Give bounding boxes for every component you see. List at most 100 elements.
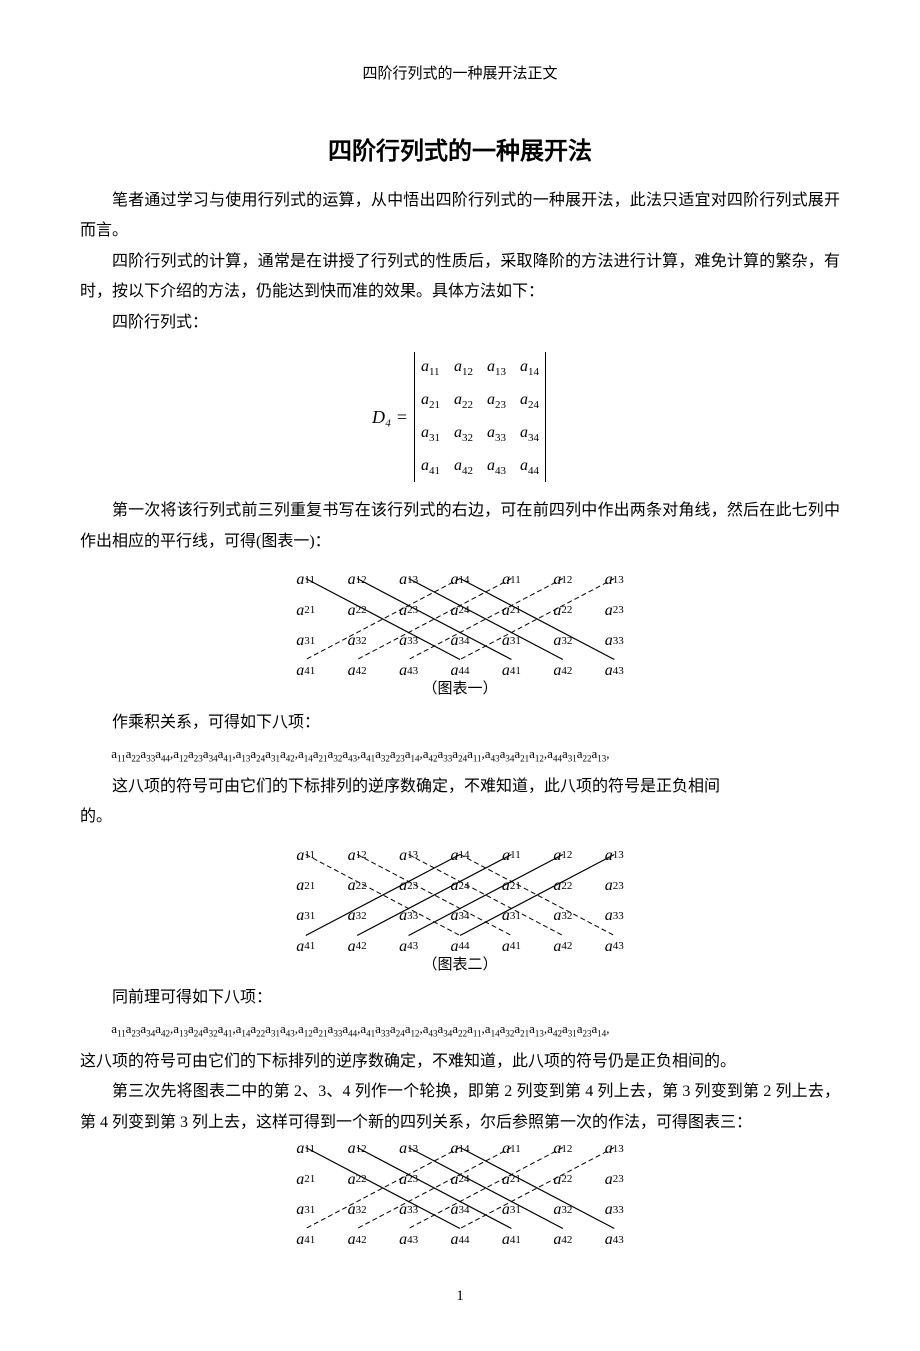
diagram-cell: a24 <box>434 1165 485 1195</box>
diagram-cell: a11 <box>280 565 331 595</box>
diagram-cell: a34 <box>434 901 485 931</box>
det-cell: a23 <box>487 385 506 416</box>
diagram-cell: a44 <box>434 932 485 962</box>
diagram-cell: a32 <box>331 1195 382 1225</box>
diagram-cell: a24 <box>434 596 485 626</box>
diagram-cell: a22 <box>331 871 382 901</box>
det-cell: a31 <box>421 418 440 449</box>
diagram-cell: a23 <box>383 1165 434 1195</box>
diagram-cell: a43 <box>383 932 434 962</box>
diagram-cell: a44 <box>434 656 485 686</box>
paragraph-5: 作乘积关系，可得如下八项： <box>80 708 840 738</box>
det-cell: a41 <box>421 451 440 482</box>
det-cell: a43 <box>487 451 506 482</box>
diagram-cell: a11 <box>486 1134 537 1164</box>
det-cell: a21 <box>421 385 440 416</box>
det-grid: a11a12a13a14a21a22a23a24a31a32a33a34a41a… <box>417 350 543 484</box>
diagram-cell: a43 <box>383 656 434 686</box>
diagram-cell: a21 <box>280 596 331 626</box>
diagram-cell: a42 <box>537 932 588 962</box>
det-cell: a24 <box>520 385 539 416</box>
diagram-cell: a33 <box>589 901 640 931</box>
paragraph-9: 第三次先将图表二中的第 2、3、4 列作一个轮换，即第 2 列变到第 4 列上去… <box>80 1077 840 1138</box>
diagram-cell: a22 <box>331 596 382 626</box>
diagram-cell: a13 <box>589 565 640 595</box>
diagram-cell: a13 <box>589 841 640 871</box>
determinant-d4: D₄ = a11a12a13a14a21a22a23a24a31a32a33a3… <box>80 350 840 484</box>
det-cell: a14 <box>520 352 539 383</box>
det-cell: a22 <box>454 385 473 416</box>
diagram-cell: a42 <box>331 656 382 686</box>
diagram-cell: a31 <box>486 626 537 656</box>
diagram-cell: a41 <box>280 1225 331 1255</box>
diagram-cell: a23 <box>589 871 640 901</box>
diagram-cell: a12 <box>537 841 588 871</box>
diagram-cell: a42 <box>331 1225 382 1255</box>
diagram-cell: a11 <box>280 841 331 871</box>
diagram-2: a11a12a13a14a11a12a13a21a22a23a24a21a22a… <box>80 841 840 980</box>
paragraph-7: 同前理可得如下八项： <box>80 983 840 1013</box>
diagram-cell: a33 <box>383 901 434 931</box>
det-cell: a32 <box>454 418 473 449</box>
diagram-cell: a43 <box>383 1225 434 1255</box>
diagram-cell: a24 <box>434 871 485 901</box>
diagram-cell: a14 <box>434 565 485 595</box>
diagram-cell: a31 <box>280 901 331 931</box>
det-right-bar <box>545 352 546 482</box>
diagram-cell: a31 <box>280 626 331 656</box>
det-cell: a42 <box>454 451 473 482</box>
diagram-cell: a41 <box>280 656 331 686</box>
diagram-cell: a11 <box>486 841 537 871</box>
diagram-cell: a32 <box>331 626 382 656</box>
diagram-cell: a32 <box>537 626 588 656</box>
diagram-cell: a14 <box>434 1134 485 1164</box>
diagram-cell: a31 <box>486 1195 537 1225</box>
terms-line-2: a11a23a34a42,a13a24a32a41,a14a22a31a43,a… <box>80 1017 840 1043</box>
diagram-cell: a13 <box>383 1134 434 1164</box>
diagram-cell: a33 <box>589 626 640 656</box>
paragraph-1: 笔者通过学习与使用行列式的运算，从中悟出四阶行列式的一种展开法，此法只适宜对四阶… <box>80 186 840 247</box>
running-header: 四阶行列式的一种展开法正文 <box>80 60 840 89</box>
paragraph-2: 四阶行列式的计算，通常是在讲授了行列式的性质后，采取降阶的方法进行计算，难免计算… <box>80 247 840 308</box>
diagram-cell: a41 <box>486 1225 537 1255</box>
paragraph-8: 这八项的符号可由它们的下标排列的逆序数确定，不难知道，此八项的符号仍是正负相间的… <box>80 1047 840 1077</box>
det-cell: a13 <box>487 352 506 383</box>
det-label: D₄ = <box>372 400 408 434</box>
paragraph-6a: 这八项的符号可由它们的下标排列的逆序数确定，不难知道，此八项的符号是正负相间 <box>80 772 840 802</box>
paragraph-3: 四阶行列式： <box>80 308 840 338</box>
diagram-1: a11a12a13a14a11a12a13a21a22a23a24a21a22a… <box>80 565 840 704</box>
diagram-cell: a12 <box>537 1134 588 1164</box>
diagram-cell: a41 <box>486 932 537 962</box>
diagram-cell: a41 <box>280 932 331 962</box>
diagram-cell: a33 <box>589 1195 640 1225</box>
diagram-cell: a33 <box>383 1195 434 1225</box>
diagram-cell: a21 <box>486 1165 537 1195</box>
diagram-cell: a12 <box>331 841 382 871</box>
diagram-cell: a22 <box>331 1165 382 1195</box>
diagram-cell: a42 <box>537 1225 588 1255</box>
diagram-cell: a23 <box>383 871 434 901</box>
diagram-1-grid: a11a12a13a14a11a12a13a21a22a23a24a21a22a… <box>280 565 640 673</box>
diagram-cell: a32 <box>537 901 588 931</box>
diagram-cell: a34 <box>434 1195 485 1225</box>
diagram-cell: a42 <box>537 656 588 686</box>
diagram-cell: a34 <box>434 626 485 656</box>
diagram-cell: a31 <box>280 1195 331 1225</box>
det-cell: a34 <box>520 418 539 449</box>
diagram-cell: a13 <box>383 841 434 871</box>
det-cell: a12 <box>454 352 473 383</box>
diagram-2-grid: a11a12a13a14a11a12a13a21a22a23a24a21a22a… <box>280 841 640 949</box>
diagram-cell: a32 <box>537 1195 588 1225</box>
diagram-cell: a13 <box>383 565 434 595</box>
title: 四阶行列式的一种展开法 <box>80 129 840 175</box>
diagram-cell: a22 <box>537 596 588 626</box>
page-number: 1 <box>80 1282 840 1311</box>
diagram-cell: a11 <box>486 565 537 595</box>
diagram-cell: a11 <box>280 1134 331 1164</box>
diagram-3: a11a12a13a14a11a12a13a21a22a23a24a21a22a… <box>80 1134 840 1242</box>
diagram-cell: a12 <box>331 565 382 595</box>
diagram-cell: a13 <box>589 1134 640 1164</box>
diagram-cell: a21 <box>280 871 331 901</box>
det-cell: a33 <box>487 418 506 449</box>
diagram-cell: a23 <box>383 596 434 626</box>
